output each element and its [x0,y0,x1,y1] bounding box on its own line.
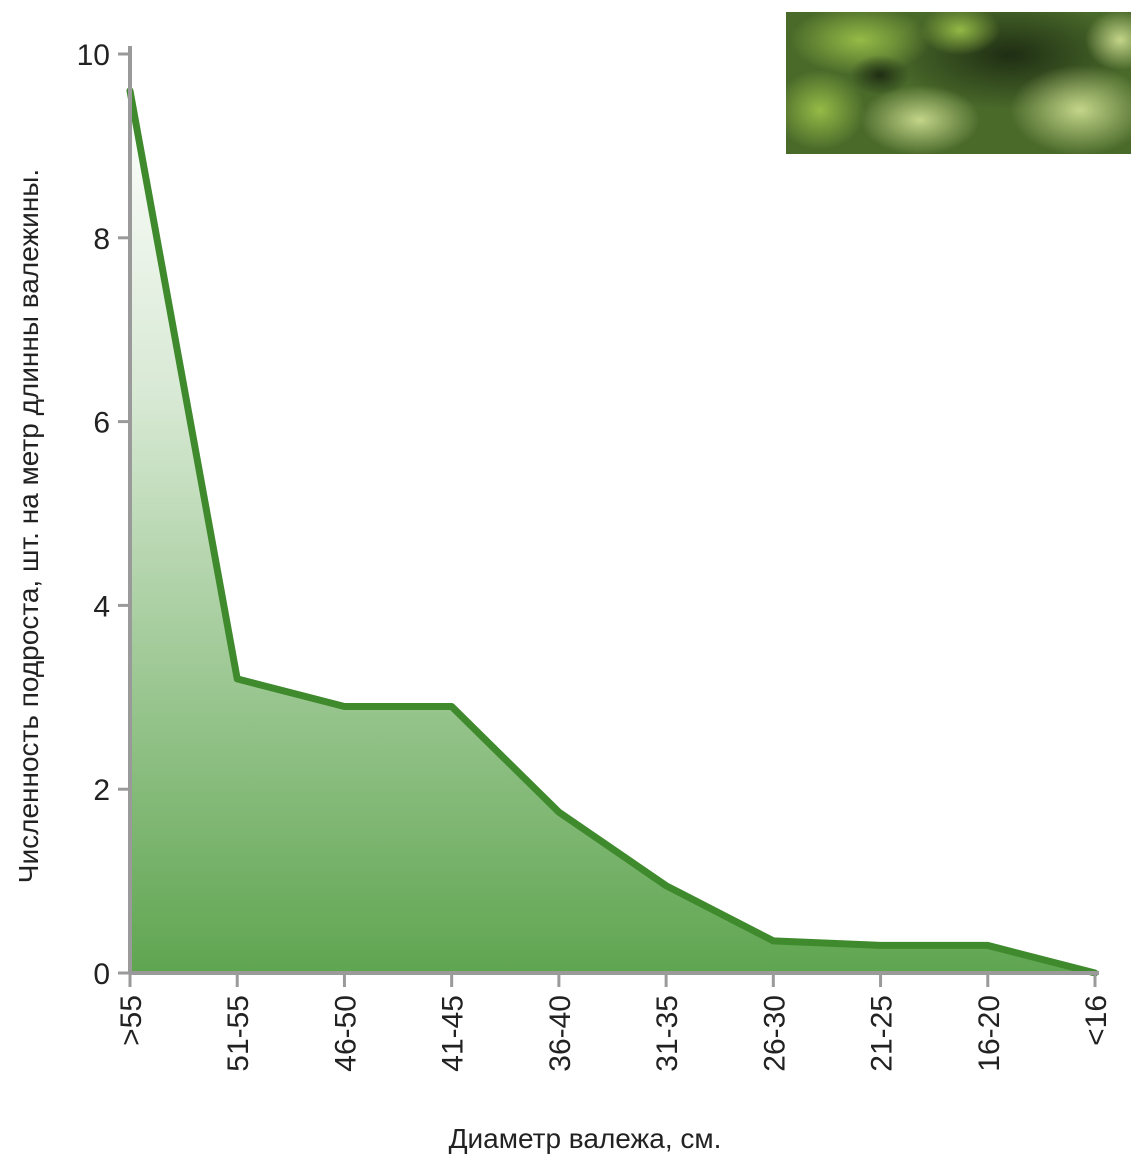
x-tick-label: 36-40 [544,995,577,1072]
x-tick-label: 26-30 [758,995,791,1072]
y-tick-label: 2 [93,774,110,807]
x-axis-title: Диаметр валежа, см. [449,1123,722,1154]
y-axis-title: Численность подроста, шт. на метр длинны… [13,169,44,883]
x-tick-label: >55 [115,995,148,1046]
y-tick-label: 10 [77,39,110,72]
x-tick-label: 41-45 [437,995,470,1072]
forest-photo [775,0,1131,155]
x-tick-label: 51-55 [222,995,255,1072]
x-ticks: >55 51-55 46-50 41-45 36-40 31-35 26-30 21-25 16… [115,973,1113,1072]
x-tick-label: 31-35 [651,995,684,1072]
x-tick-label: 46-50 [329,995,362,1072]
x-tick-label: <16 [1080,995,1113,1046]
y-ticks: 0 2 4 6 8 10 [77,39,130,991]
y-tick-label: 0 [93,958,110,991]
y-tick-label: 8 [93,223,110,256]
y-tick-label: 4 [93,590,110,623]
x-tick-label: 16-20 [973,995,1006,1072]
y-tick-label: 6 [93,407,110,440]
area-fill [130,91,1095,973]
x-tick-label: 21-25 [866,995,899,1072]
